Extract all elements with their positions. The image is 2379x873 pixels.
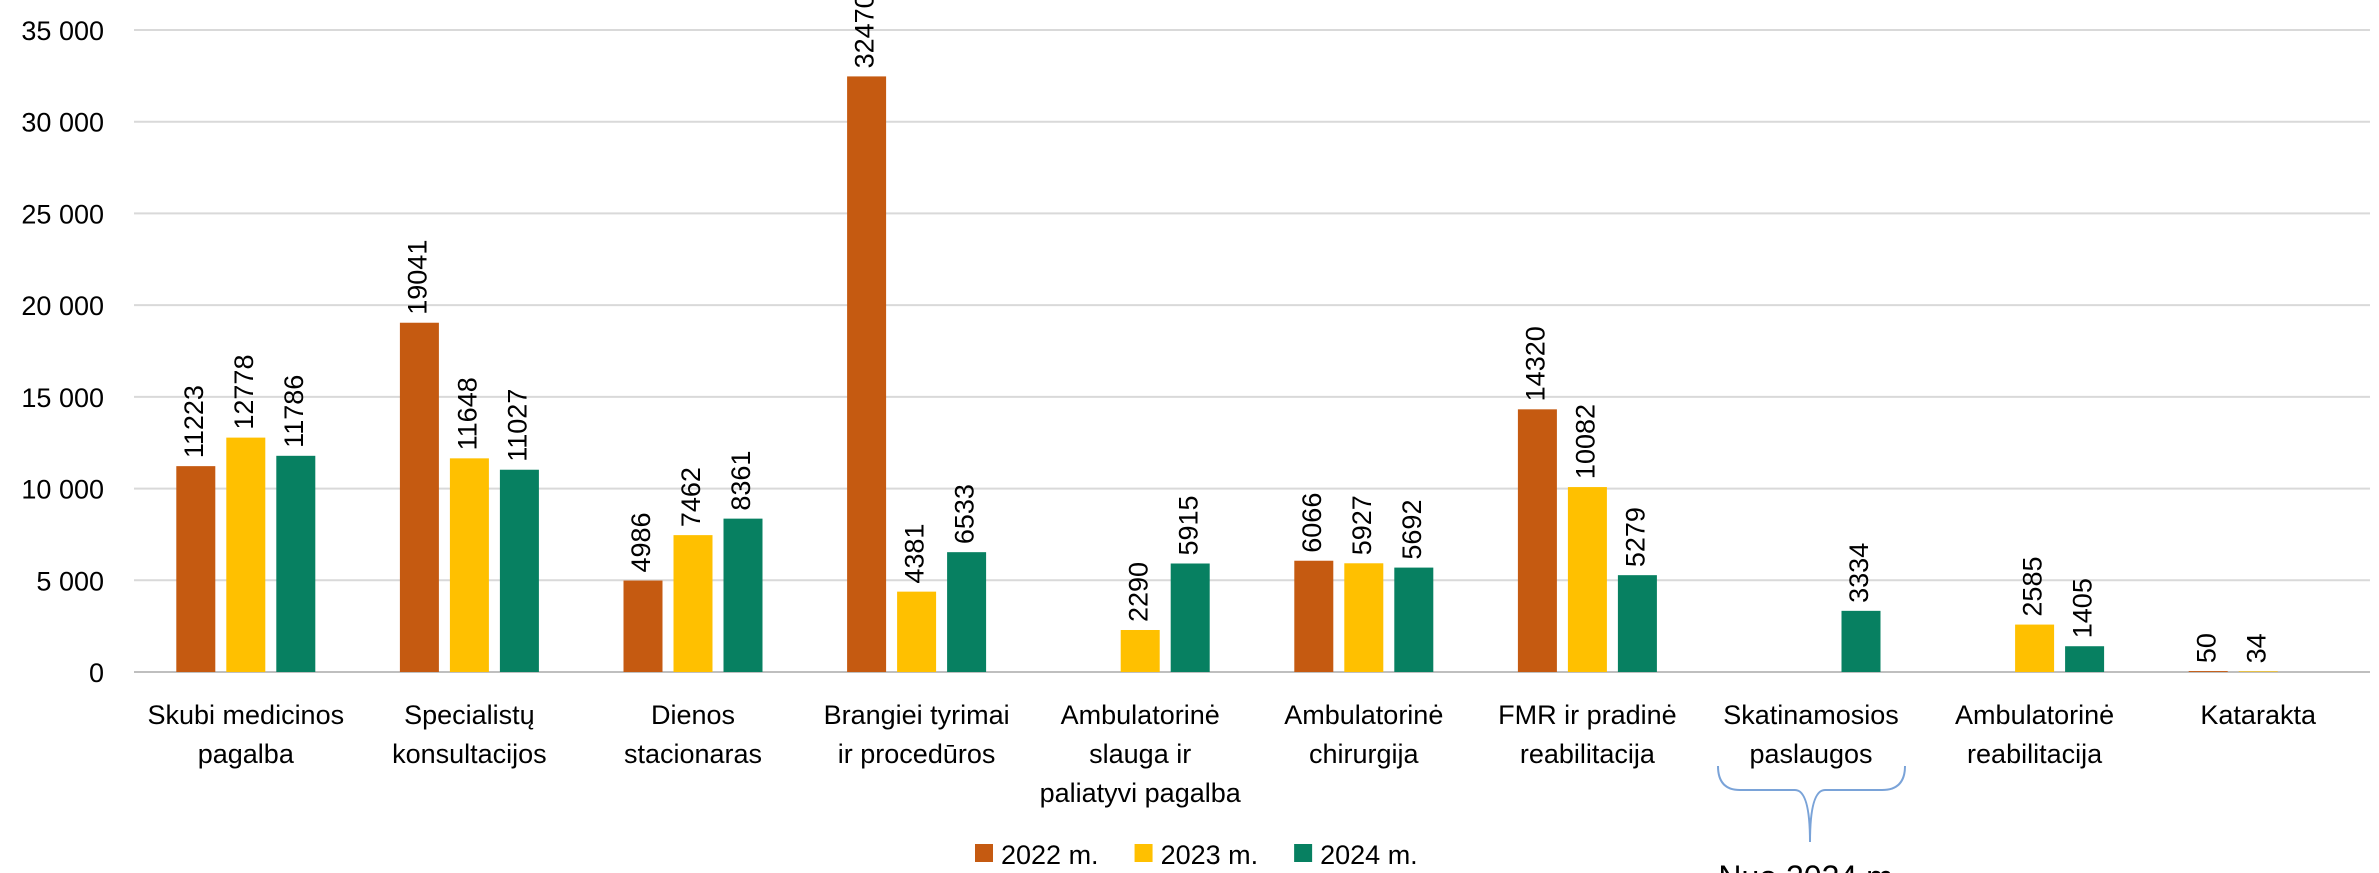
legend-swatch: [1294, 844, 1313, 862]
value-label: 11648: [453, 377, 483, 450]
bar: [1170, 563, 1210, 672]
value-label: 7462: [676, 467, 706, 527]
bar: [1294, 560, 1334, 672]
y-tick-label: 15 000: [21, 383, 104, 413]
bar: [2238, 671, 2278, 672]
value-label: 19041: [403, 240, 433, 315]
value-label: 34: [2241, 633, 2271, 663]
legend-label: 2023 m.: [1161, 840, 1259, 870]
y-tick-label: 0: [89, 658, 104, 688]
bar: [623, 580, 663, 672]
y-tick-label: 5 000: [36, 566, 104, 596]
bar: [2188, 671, 2228, 672]
bar: [947, 552, 987, 672]
x-tick-label: Katarakta: [2200, 700, 2317, 730]
x-tick-label: Skatinamosios paslaugos: [1723, 700, 1899, 769]
bar: [176, 466, 216, 672]
bar: [1517, 409, 1557, 672]
value-label: 6066: [1297, 493, 1327, 553]
x-tick-label: Dienos stacionaras: [624, 700, 762, 769]
x-tick-label: Ambulatorinė chirurgija: [1284, 700, 1443, 769]
y-tick-label: 10 000: [21, 475, 104, 505]
value-label: 2585: [2018, 557, 2048, 617]
bar: [1567, 487, 1607, 672]
bar: [449, 458, 489, 672]
brace: [1717, 765, 1906, 843]
value-label: 11027: [503, 389, 533, 462]
bar: [723, 518, 763, 672]
bar: [1344, 563, 1384, 672]
bar: [499, 469, 539, 672]
bar: [276, 455, 316, 672]
value-label: 14320: [1521, 326, 1551, 401]
value-label: 32470: [850, 0, 880, 68]
x-tick-label: Ambulatorinė reabilitacija: [1955, 700, 2114, 769]
x-tick-label: FMR ir pradinė reabilitacija: [1498, 700, 1677, 769]
value-label: 5915: [1173, 495, 1203, 555]
bar: [1617, 575, 1657, 672]
bar: [897, 591, 937, 672]
value-label: 8361: [726, 451, 756, 511]
value-label: 4986: [626, 512, 656, 572]
x-tick-label: Skubi medicinos pagalba: [148, 700, 345, 769]
legend-label: 2024 m.: [1320, 840, 1418, 870]
value-label: 1405: [2068, 578, 2098, 638]
bar: [847, 76, 887, 673]
value-label: 5279: [1621, 507, 1651, 567]
value-label: 12778: [229, 355, 259, 430]
x-tick-label: Specialistų konsultacijos: [392, 700, 547, 769]
y-tick-label: 30 000: [21, 108, 104, 138]
y-tick-label: 35 000: [21, 16, 104, 46]
value-label: 5927: [1347, 495, 1377, 555]
legend-label: 2022 m.: [1001, 840, 1099, 870]
y-tick-label: 20 000: [21, 291, 104, 321]
value-label: 11223: [179, 385, 209, 458]
value-label: 5692: [1397, 500, 1427, 560]
value-label: 6533: [950, 484, 980, 544]
bar: [1841, 610, 1881, 672]
legend-swatch: [975, 844, 993, 862]
value-label: 2290: [1123, 562, 1153, 622]
bar: [673, 535, 713, 672]
value-label: 3334: [1844, 543, 1874, 603]
value-label: 4381: [900, 524, 930, 584]
x-tick-label: Ambulatorinė slauga ir paliatyvi pagalba: [1040, 700, 1242, 808]
bar: [1394, 567, 1434, 672]
value-label: 10082: [1571, 404, 1601, 479]
bar: [2065, 646, 2105, 672]
legend-swatch: [1134, 844, 1153, 862]
bar: [1120, 629, 1160, 672]
value-label: 50: [2191, 633, 2221, 663]
y-tick-label: 25 000: [21, 199, 104, 229]
bar: [2015, 624, 2055, 672]
annotation: Nuo 2024 m.: [1718, 859, 1901, 873]
value-label: 11786: [279, 375, 309, 448]
bar: [399, 322, 439, 672]
bar: [226, 437, 266, 672]
x-tick-label: Brangiei tyrimai ir procedūros: [824, 700, 1010, 769]
